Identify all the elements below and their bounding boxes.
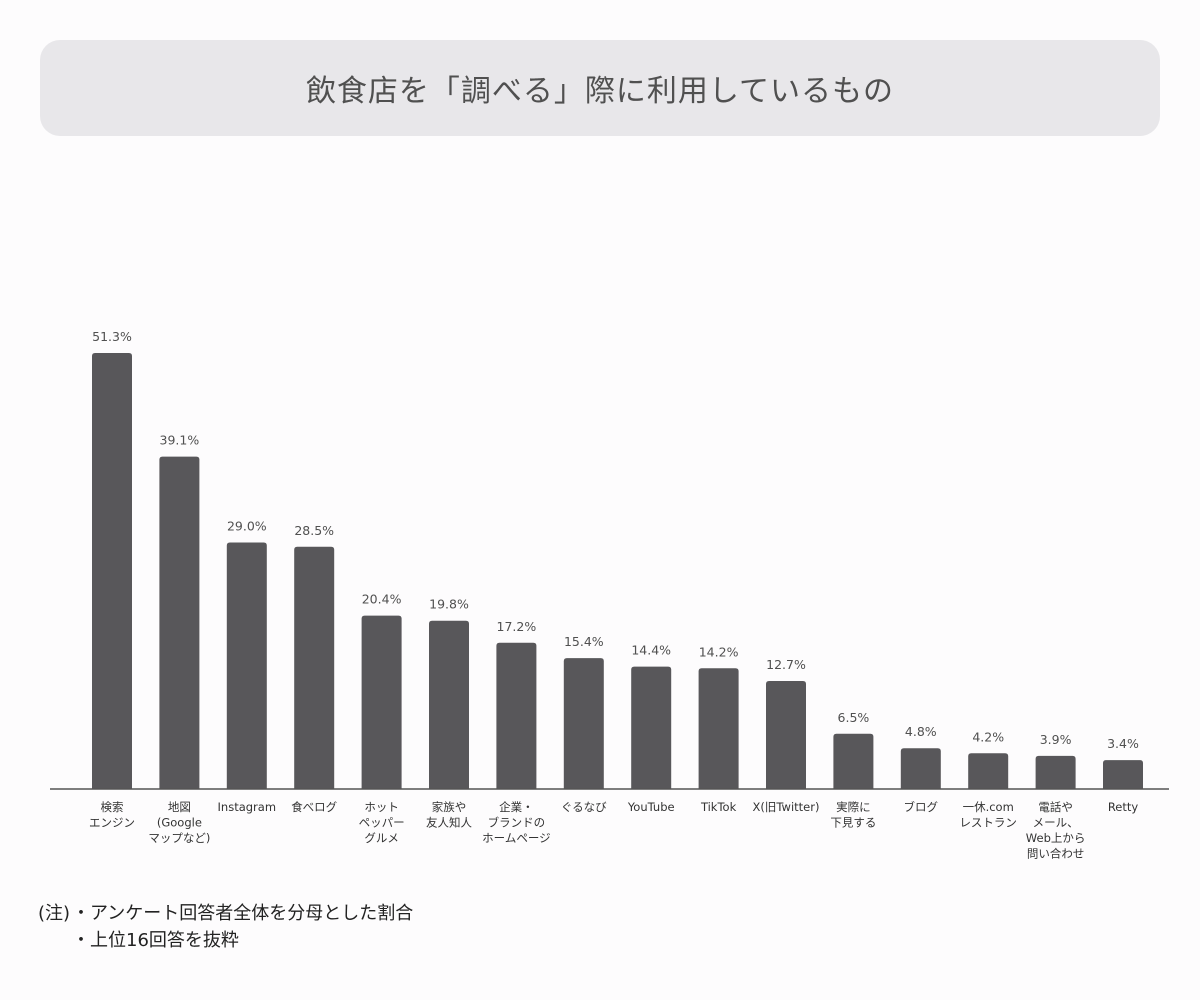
bar: [698, 668, 739, 789]
category-label-line: メール、: [1033, 816, 1079, 830]
bar: [563, 658, 604, 789]
category-label-line: 一休.com: [963, 800, 1014, 814]
category-label-line: Instagram: [218, 800, 277, 814]
bar-value-label: 15.4%: [564, 634, 604, 649]
category-label-line: ぐるなび: [561, 800, 607, 814]
bar: [361, 615, 402, 789]
footnote-line-2: ・上位16回答を抜粋: [38, 927, 413, 954]
footnote-prefix: (注): [38, 903, 71, 924]
category-label-line: エンジン: [89, 816, 135, 830]
category-labels-group: 検索エンジン 地図 (Google マップなど) Instagram 食べログ ホットペッパ…: [89, 800, 1138, 861]
category-label: 電話やメール、 Web上から問い合わせ: [1026, 800, 1086, 861]
footnote-text: ・アンケート回答者全体を分母とした割合: [72, 903, 414, 924]
bar-value-label: 19.8%: [429, 597, 469, 612]
bar-chart: 51.3% 39.1% 29.0% 28.5% 20.4% 19.8% 17.2% 15.4%…: [50, 329, 1169, 861]
category-label-line: (Google: [157, 816, 202, 830]
category-label: ぐるなび: [561, 800, 607, 814]
category-label: X(旧Twitter): [753, 800, 820, 814]
chart-title-banner: 飲食店を「調べる」際に利用しているもの: [40, 40, 1160, 136]
bar: [1103, 760, 1143, 789]
category-label: TikTok: [700, 800, 737, 814]
bar-value-label: 51.3%: [92, 329, 132, 344]
bar-value-label: 28.5%: [294, 523, 334, 538]
bars-group: [92, 352, 1143, 789]
category-label-line: 食べログ: [291, 800, 337, 814]
bar: [833, 733, 874, 789]
bar: [900, 748, 941, 789]
footnote-line-1: (注) ・アンケート回答者全体を分母とした割合: [38, 900, 413, 927]
category-label-line: レストラン: [959, 816, 1017, 830]
category-label-line: TikTok: [700, 800, 737, 814]
category-label-line: グルメ: [364, 831, 399, 845]
category-label-line: 下見する: [830, 816, 876, 830]
bar-value-label: 3.9%: [1040, 732, 1072, 747]
category-label-line: Retty: [1108, 800, 1139, 814]
bar: [226, 542, 267, 789]
category-label-line: ホット: [364, 800, 399, 814]
bar-value-label: 17.2%: [497, 619, 537, 634]
value-labels-group: 51.3% 39.1% 29.0% 28.5% 20.4% 19.8% 17.2% 15.4%…: [92, 329, 1139, 751]
chart-title: 飲食店を「調べる」際に利用しているもの: [305, 74, 895, 109]
category-label-line: 電話や: [1038, 800, 1073, 814]
bar-value-label: 39.1%: [160, 433, 200, 448]
category-label: Retty: [1108, 800, 1139, 814]
category-label-line: ブランドの: [488, 816, 546, 830]
bar-value-label: 6.5%: [838, 710, 870, 725]
bar: [294, 546, 335, 789]
category-label-line: ブログ: [904, 800, 939, 814]
bar: [968, 753, 1009, 789]
category-label-line: 検索: [101, 800, 124, 814]
category-label: YouTube: [627, 800, 675, 814]
category-label: Instagram: [218, 800, 277, 814]
footnotes: (注) ・アンケート回答者全体を分母とした割合 ・上位16回答を抜粋: [38, 900, 413, 954]
bar-value-label: 4.8%: [905, 724, 937, 739]
bar-value-label: 4.2%: [972, 729, 1004, 744]
bar-value-label: 20.4%: [362, 592, 402, 607]
category-label: 家族や友人知人: [426, 800, 472, 830]
category-label-line: YouTube: [627, 800, 675, 814]
bar-value-label: 14.2%: [699, 644, 739, 659]
bar: [429, 620, 469, 789]
category-label-line: 問い合わせ: [1027, 847, 1085, 861]
category-label-line: X(旧Twitter): [753, 800, 820, 814]
bar: [496, 642, 537, 789]
category-label: 食べログ: [291, 800, 337, 814]
category-label: 検索エンジン: [89, 800, 135, 830]
category-label: 企業・ブランドのホームページ: [482, 800, 550, 845]
category-label-line: 家族や: [432, 800, 467, 814]
category-label-line: ペッパー: [359, 816, 405, 830]
bar: [766, 681, 806, 789]
category-label-line: 友人知人: [426, 816, 472, 830]
bar-value-label: 29.0%: [227, 519, 267, 534]
category-label-line: 地図: [168, 800, 191, 814]
bar-value-label: 12.7%: [766, 657, 806, 672]
category-label: 一休.com レストラン: [959, 800, 1017, 830]
category-label: 地図 (Google マップなど): [148, 800, 210, 845]
bar: [1035, 755, 1076, 789]
category-label-line: ホームページ: [482, 831, 550, 845]
category-label-line: マップなど): [148, 831, 210, 845]
category-label: 実際に下見する: [830, 800, 876, 830]
category-label-line: 企業・: [499, 800, 534, 814]
footnote-text: ・上位16回答を抜粋: [72, 930, 239, 951]
bar-value-label: 3.4%: [1107, 736, 1139, 751]
bar: [92, 352, 132, 789]
bar: [631, 666, 672, 789]
bar-value-label: 14.4%: [631, 643, 671, 658]
category-label: ホットペッパーグルメ: [359, 800, 405, 845]
category-label: ブログ: [904, 800, 939, 814]
bar: [159, 456, 200, 789]
category-label-line: 実際に: [836, 800, 871, 814]
category-label-line: Web上から: [1026, 831, 1086, 845]
